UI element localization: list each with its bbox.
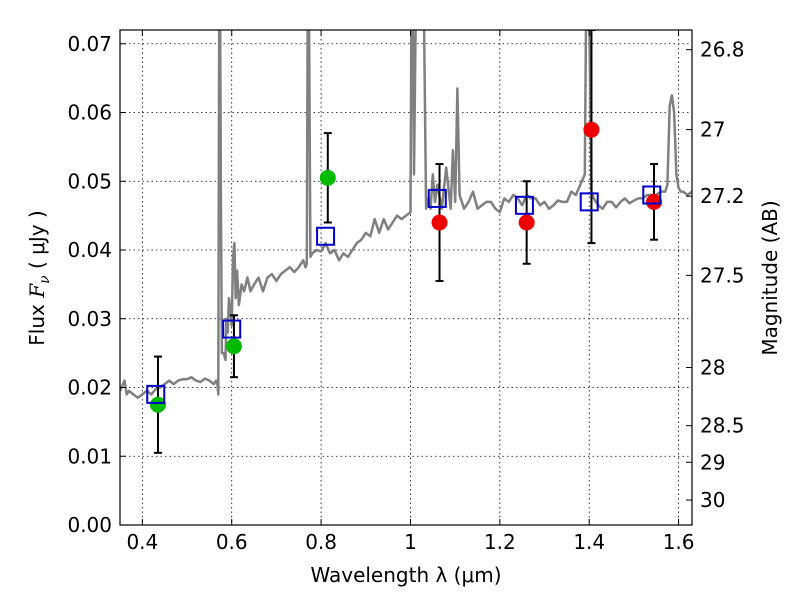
x-tick-label: 1.6	[663, 530, 695, 554]
red-data-point	[518, 214, 535, 231]
x-tick-label: 0.8	[305, 530, 337, 554]
y2-tick-label: 27	[700, 118, 725, 142]
model-square-marker	[146, 384, 166, 404]
y-tick-label: 0.05	[67, 169, 112, 193]
y2-tick-label: 30	[700, 488, 725, 512]
red-data-point	[646, 193, 663, 210]
y2-axis-label: Magnitude (AB)	[758, 200, 782, 355]
model-square-marker	[222, 319, 242, 339]
y-tick-label: 0.04	[67, 238, 112, 262]
y-axis-label: Flux Fν ( μJy )	[25, 210, 53, 345]
y-tick-label: 0.01	[67, 444, 112, 468]
red-data-point	[583, 121, 600, 138]
x-tick-label: 1.2	[484, 530, 516, 554]
x-axis-label: Wavelength λ (μm)	[310, 563, 501, 587]
x-tick-label: 1.4	[573, 530, 605, 554]
model-square-marker	[316, 226, 336, 246]
plot-background	[120, 30, 692, 525]
y-tick-label: 0.00	[67, 513, 112, 537]
y2-tick-label: 29	[700, 450, 725, 474]
green-data-point	[225, 338, 242, 355]
red-data-point	[431, 214, 448, 231]
x-tick-label: 0.4	[126, 530, 158, 554]
x-tick-label: 1	[404, 530, 417, 554]
plot-frame	[119, 29, 693, 526]
y2-tick-label: 27.2	[700, 184, 745, 208]
model-square-marker	[642, 185, 662, 205]
model-square-marker	[579, 192, 599, 212]
y2-tick-label: 27.5	[700, 263, 745, 287]
y-tick-label: 0.02	[67, 376, 112, 400]
y-tick-label: 0.06	[67, 101, 112, 125]
y2-tick-label: 28	[700, 355, 725, 379]
green-data-point	[149, 396, 166, 413]
model-square-marker	[427, 188, 447, 208]
green-data-point	[319, 169, 336, 186]
data-layer	[120, 30, 692, 454]
y-tick-label: 0.03	[67, 307, 112, 331]
ticks: 0.4 0.6 0.8 1 1.2 1.4 1.6 0.00 0.01 0.02 0.03 0.04 0…	[67, 30, 745, 554]
y-tick-label: 0.07	[67, 32, 112, 56]
y2-tick-label: 28.5	[700, 414, 745, 438]
y2-tick-label: 26.8	[700, 38, 745, 62]
model-square-marker	[514, 195, 534, 215]
x-tick-label: 0.6	[216, 530, 248, 554]
